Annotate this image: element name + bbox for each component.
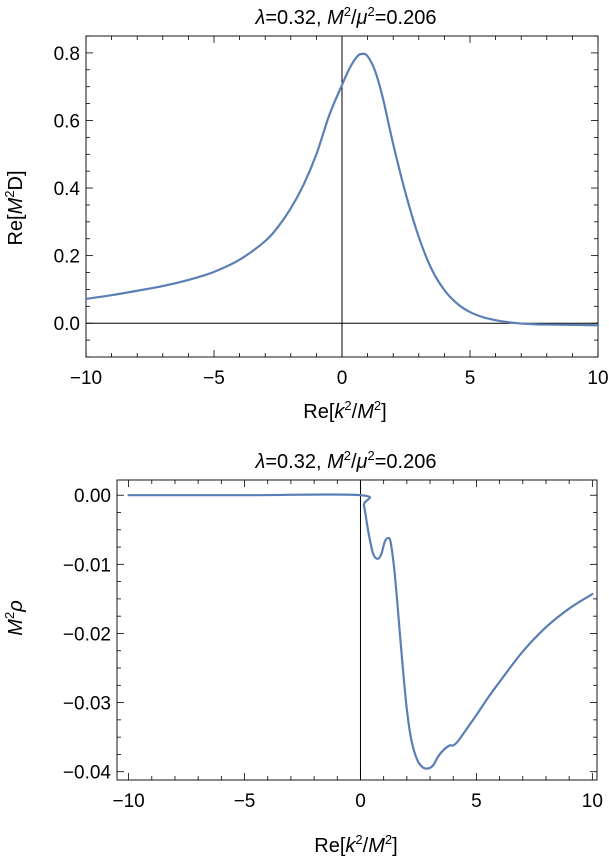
plot-1-y-axis-label: Re[M2D] [2, 170, 27, 245]
plot-2-series-line [127, 493, 594, 770]
plot-2-title: λ=0.32, M2/μ2=0.206 [255, 448, 437, 473]
plot-1-title: λ=0.32, M2/μ2=0.206 [255, 4, 437, 29]
plot-2-frame [116, 479, 598, 781]
plot-2-y-axis-label: M2ρ [2, 600, 27, 635]
y-tick-label: −0.02 [63, 624, 111, 645]
plot-1-x-tick-labels: −10 −5 0 5 10 [70, 368, 609, 389]
y-tick-label: 0.00 [74, 486, 111, 507]
plot-1: λ=0.32, M2/μ2=0.206 0.0 0.2 0.4 0.6 0.8 … [2, 4, 609, 423]
plot-2-ticks [117, 480, 597, 780]
x-tick-label: 10 [582, 791, 603, 812]
x-tick-label: 10 [587, 368, 608, 389]
plot-2-x-tick-labels: −10 −5 0 5 10 [112, 791, 602, 812]
x-tick-label: 5 [465, 368, 476, 389]
plot-2-x-axis-label: Re[k2/M2] [314, 832, 397, 857]
y-tick-label: 0.2 [54, 247, 80, 268]
y-tick-label: 0.8 [54, 44, 80, 65]
x-tick-label: −10 [112, 791, 144, 812]
y-tick-label: −0.01 [63, 555, 111, 576]
y-tick-label: 0.4 [54, 179, 81, 200]
y-tick-label: 0.6 [54, 111, 80, 132]
plot-2: λ=0.32, M2/μ2=0.206 0.00 −0.01 −0.02 −0.… [2, 448, 603, 857]
plot-1-x-axis-label: Re[k2/M2] [303, 398, 386, 423]
plot-2-y-tick-labels: 0.00 −0.01 −0.02 −0.03 −0.04 [63, 486, 112, 783]
plot-1-series-line [84, 52, 600, 327]
x-tick-label: 5 [471, 791, 482, 812]
x-tick-label: −5 [203, 368, 225, 389]
plot-1-y-tick-labels: 0.0 0.2 0.4 0.6 0.8 [54, 44, 81, 335]
y-tick-label: −0.04 [63, 763, 112, 784]
x-tick-label: −10 [70, 368, 102, 389]
x-tick-label: 0 [337, 368, 348, 389]
x-tick-label: 0 [355, 791, 366, 812]
y-tick-label: 0.0 [54, 314, 80, 335]
x-tick-label: −5 [234, 791, 256, 812]
y-tick-label: −0.03 [63, 694, 111, 715]
